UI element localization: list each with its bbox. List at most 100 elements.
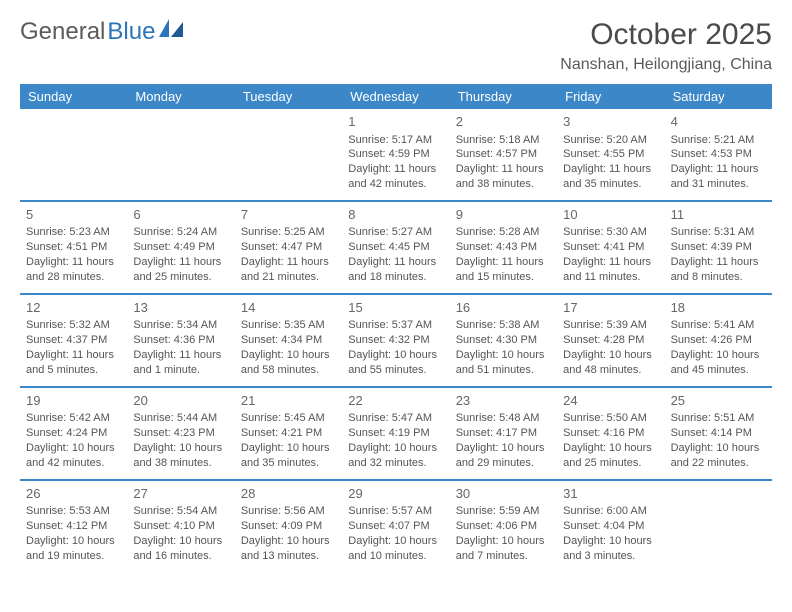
sunset-text: Sunset: 4:17 PM: [456, 426, 551, 441]
day-number: 23: [456, 392, 551, 410]
day-cell: 24Sunrise: 5:50 AMSunset: 4:16 PMDayligh…: [557, 388, 664, 479]
week-row: 5Sunrise: 5:23 AMSunset: 4:51 PMDaylight…: [20, 202, 772, 295]
daylight-text: Daylight: 11 hours and 15 minutes.: [456, 255, 551, 285]
day-cell: 14Sunrise: 5:35 AMSunset: 4:34 PMDayligh…: [235, 295, 342, 386]
day-number: 6: [133, 206, 228, 224]
weekday-header: Saturday: [665, 84, 772, 109]
day-number: 22: [348, 392, 443, 410]
day-cell: 20Sunrise: 5:44 AMSunset: 4:23 PMDayligh…: [127, 388, 234, 479]
sunset-text: Sunset: 4:57 PM: [456, 147, 551, 162]
day-number: 10: [563, 206, 658, 224]
day-number: 11: [671, 206, 766, 224]
weekday-header: Wednesday: [342, 84, 449, 109]
sunset-text: Sunset: 4:32 PM: [348, 333, 443, 348]
day-cell: [665, 481, 772, 572]
daylight-text: Daylight: 11 hours and 18 minutes.: [348, 255, 443, 285]
sunrise-text: Sunrise: 5:53 AM: [26, 504, 121, 519]
day-number: 8: [348, 206, 443, 224]
sunrise-text: Sunrise: 5:32 AM: [26, 318, 121, 333]
sunrise-text: Sunrise: 5:24 AM: [133, 225, 228, 240]
sunset-text: Sunset: 4:39 PM: [671, 240, 766, 255]
calendar: Sunday Monday Tuesday Wednesday Thursday…: [20, 84, 772, 572]
day-cell: 22Sunrise: 5:47 AMSunset: 4:19 PMDayligh…: [342, 388, 449, 479]
daylight-text: Daylight: 10 hours and 19 minutes.: [26, 534, 121, 564]
daylight-text: Daylight: 11 hours and 11 minutes.: [563, 255, 658, 285]
sunset-text: Sunset: 4:49 PM: [133, 240, 228, 255]
day-cell: [20, 109, 127, 200]
week-row: 12Sunrise: 5:32 AMSunset: 4:37 PMDayligh…: [20, 295, 772, 388]
daylight-text: Daylight: 11 hours and 35 minutes.: [563, 162, 658, 192]
day-cell: 12Sunrise: 5:32 AMSunset: 4:37 PMDayligh…: [20, 295, 127, 386]
day-cell: 8Sunrise: 5:27 AMSunset: 4:45 PMDaylight…: [342, 202, 449, 293]
daylight-text: Daylight: 10 hours and 29 minutes.: [456, 441, 551, 471]
logo: GeneralBlue: [20, 18, 185, 46]
day-number: 18: [671, 299, 766, 317]
day-cell: 9Sunrise: 5:28 AMSunset: 4:43 PMDaylight…: [450, 202, 557, 293]
day-number: 26: [26, 485, 121, 503]
day-cell: 2Sunrise: 5:18 AMSunset: 4:57 PMDaylight…: [450, 109, 557, 200]
sunset-text: Sunset: 4:36 PM: [133, 333, 228, 348]
sunset-text: Sunset: 4:16 PM: [563, 426, 658, 441]
sunset-text: Sunset: 4:04 PM: [563, 519, 658, 534]
day-cell: 26Sunrise: 5:53 AMSunset: 4:12 PMDayligh…: [20, 481, 127, 572]
sunrise-text: Sunrise: 6:00 AM: [563, 504, 658, 519]
day-number: 24: [563, 392, 658, 410]
sunrise-text: Sunrise: 5:31 AM: [671, 225, 766, 240]
day-number: 14: [241, 299, 336, 317]
logo-sail-icon: [159, 18, 185, 46]
day-number: 29: [348, 485, 443, 503]
logo-text-1: General: [20, 18, 105, 46]
day-cell: 10Sunrise: 5:30 AMSunset: 4:41 PMDayligh…: [557, 202, 664, 293]
sunset-text: Sunset: 4:06 PM: [456, 519, 551, 534]
sunrise-text: Sunrise: 5:44 AM: [133, 411, 228, 426]
sunrise-text: Sunrise: 5:27 AM: [348, 225, 443, 240]
sunrise-text: Sunrise: 5:30 AM: [563, 225, 658, 240]
sunrise-text: Sunrise: 5:37 AM: [348, 318, 443, 333]
daylight-text: Daylight: 11 hours and 28 minutes.: [26, 255, 121, 285]
sunset-text: Sunset: 4:55 PM: [563, 147, 658, 162]
daylight-text: Daylight: 10 hours and 3 minutes.: [563, 534, 658, 564]
daylight-text: Daylight: 10 hours and 32 minutes.: [348, 441, 443, 471]
sunset-text: Sunset: 4:14 PM: [671, 426, 766, 441]
day-number: 25: [671, 392, 766, 410]
sunset-text: Sunset: 4:10 PM: [133, 519, 228, 534]
sunset-text: Sunset: 4:45 PM: [348, 240, 443, 255]
weekday-header-row: Sunday Monday Tuesday Wednesday Thursday…: [20, 84, 772, 109]
sunrise-text: Sunrise: 5:41 AM: [671, 318, 766, 333]
sunrise-text: Sunrise: 5:25 AM: [241, 225, 336, 240]
sunrise-text: Sunrise: 5:51 AM: [671, 411, 766, 426]
day-cell: 1Sunrise: 5:17 AMSunset: 4:59 PMDaylight…: [342, 109, 449, 200]
sunrise-text: Sunrise: 5:21 AM: [671, 133, 766, 148]
daylight-text: Daylight: 10 hours and 25 minutes.: [563, 441, 658, 471]
day-cell: 29Sunrise: 5:57 AMSunset: 4:07 PMDayligh…: [342, 481, 449, 572]
day-cell: 30Sunrise: 5:59 AMSunset: 4:06 PMDayligh…: [450, 481, 557, 572]
day-number: 9: [456, 206, 551, 224]
sunset-text: Sunset: 4:53 PM: [671, 147, 766, 162]
sunrise-text: Sunrise: 5:23 AM: [26, 225, 121, 240]
day-cell: 15Sunrise: 5:37 AMSunset: 4:32 PMDayligh…: [342, 295, 449, 386]
day-number: 2: [456, 113, 551, 131]
sunset-text: Sunset: 4:21 PM: [241, 426, 336, 441]
sunset-text: Sunset: 4:41 PM: [563, 240, 658, 255]
day-number: 17: [563, 299, 658, 317]
sunrise-text: Sunrise: 5:57 AM: [348, 504, 443, 519]
sunrise-text: Sunrise: 5:45 AM: [241, 411, 336, 426]
sunrise-text: Sunrise: 5:42 AM: [26, 411, 121, 426]
sunrise-text: Sunrise: 5:48 AM: [456, 411, 551, 426]
day-cell: 19Sunrise: 5:42 AMSunset: 4:24 PMDayligh…: [20, 388, 127, 479]
day-cell: 21Sunrise: 5:45 AMSunset: 4:21 PMDayligh…: [235, 388, 342, 479]
day-cell: 4Sunrise: 5:21 AMSunset: 4:53 PMDaylight…: [665, 109, 772, 200]
day-cell: 5Sunrise: 5:23 AMSunset: 4:51 PMDaylight…: [20, 202, 127, 293]
sunrise-text: Sunrise: 5:17 AM: [348, 133, 443, 148]
daylight-text: Daylight: 11 hours and 31 minutes.: [671, 162, 766, 192]
daylight-text: Daylight: 10 hours and 51 minutes.: [456, 348, 551, 378]
day-cell: 7Sunrise: 5:25 AMSunset: 4:47 PMDaylight…: [235, 202, 342, 293]
daylight-text: Daylight: 11 hours and 42 minutes.: [348, 162, 443, 192]
weekday-header: Thursday: [450, 84, 557, 109]
daylight-text: Daylight: 11 hours and 8 minutes.: [671, 255, 766, 285]
sunrise-text: Sunrise: 5:35 AM: [241, 318, 336, 333]
day-number: 15: [348, 299, 443, 317]
day-cell: 25Sunrise: 5:51 AMSunset: 4:14 PMDayligh…: [665, 388, 772, 479]
day-number: 5: [26, 206, 121, 224]
daylight-text: Daylight: 10 hours and 35 minutes.: [241, 441, 336, 471]
